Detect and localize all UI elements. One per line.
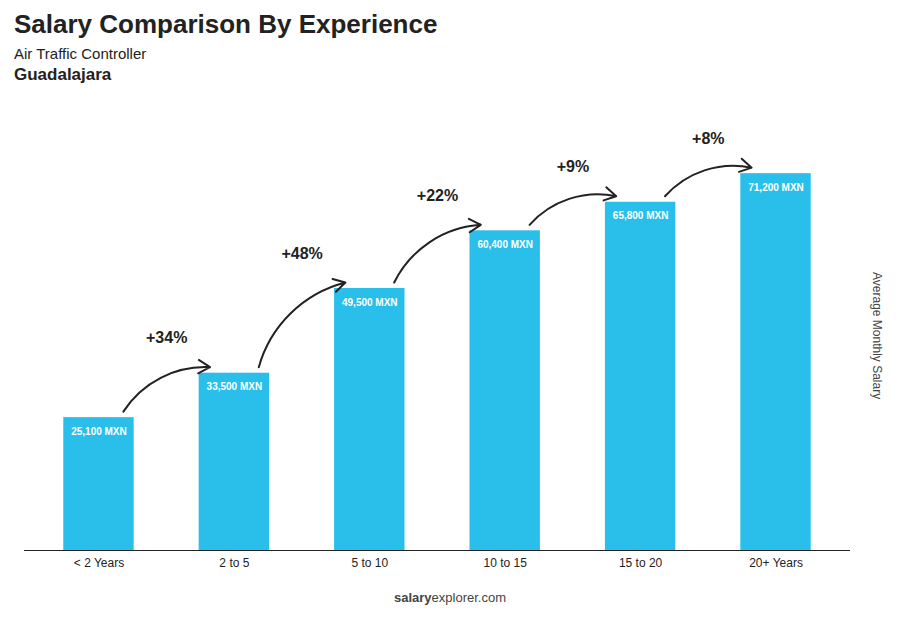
html-text:Guadalajara: Guadalajara — [14, 65, 112, 84]
svg-text:33,500 MXN: 33,500 MXN — [207, 381, 263, 392]
html-text:Salary Comparison By Experienc: Salary Comparison By Experience — [14, 9, 438, 39]
svg-text:60,400 MXN: 60,400 MXN — [477, 239, 533, 250]
svg-text:+8%: +8% — [692, 130, 724, 147]
svg-text:10 to 15: 10 to 15 — [484, 556, 528, 570]
svg-text:+48%: +48% — [281, 245, 322, 262]
svg-text:+22%: +22% — [417, 187, 458, 204]
svg-text:15 to 20: 15 to 20 — [619, 556, 663, 570]
svg-text:25,100 MXN: 25,100 MXN — [71, 426, 127, 437]
html-text:Air Traffic Controller: Air Traffic Controller — [14, 45, 147, 62]
svg-text:20+ Years: 20+ Years — [749, 556, 803, 570]
svg-text:65,800 MXN: 65,800 MXN — [613, 210, 669, 221]
html-text:Average Monthly Salary: Average Monthly Salary — [870, 272, 884, 400]
svg-text:71,200 MXN: 71,200 MXN — [748, 182, 804, 193]
svg-text:+9%: +9% — [557, 158, 589, 175]
svg-text:5 to 10: 5 to 10 — [351, 556, 388, 570]
svg-text:< 2 Years: < 2 Years — [74, 556, 124, 570]
html-text:salary explorer.com: salary explorer.com — [394, 590, 506, 605]
svg-text:+34%: +34% — [146, 329, 187, 346]
svg-text:2 to 5: 2 to 5 — [219, 556, 249, 570]
svg-text:49,500 MXN: 49,500 MXN — [342, 297, 398, 308]
